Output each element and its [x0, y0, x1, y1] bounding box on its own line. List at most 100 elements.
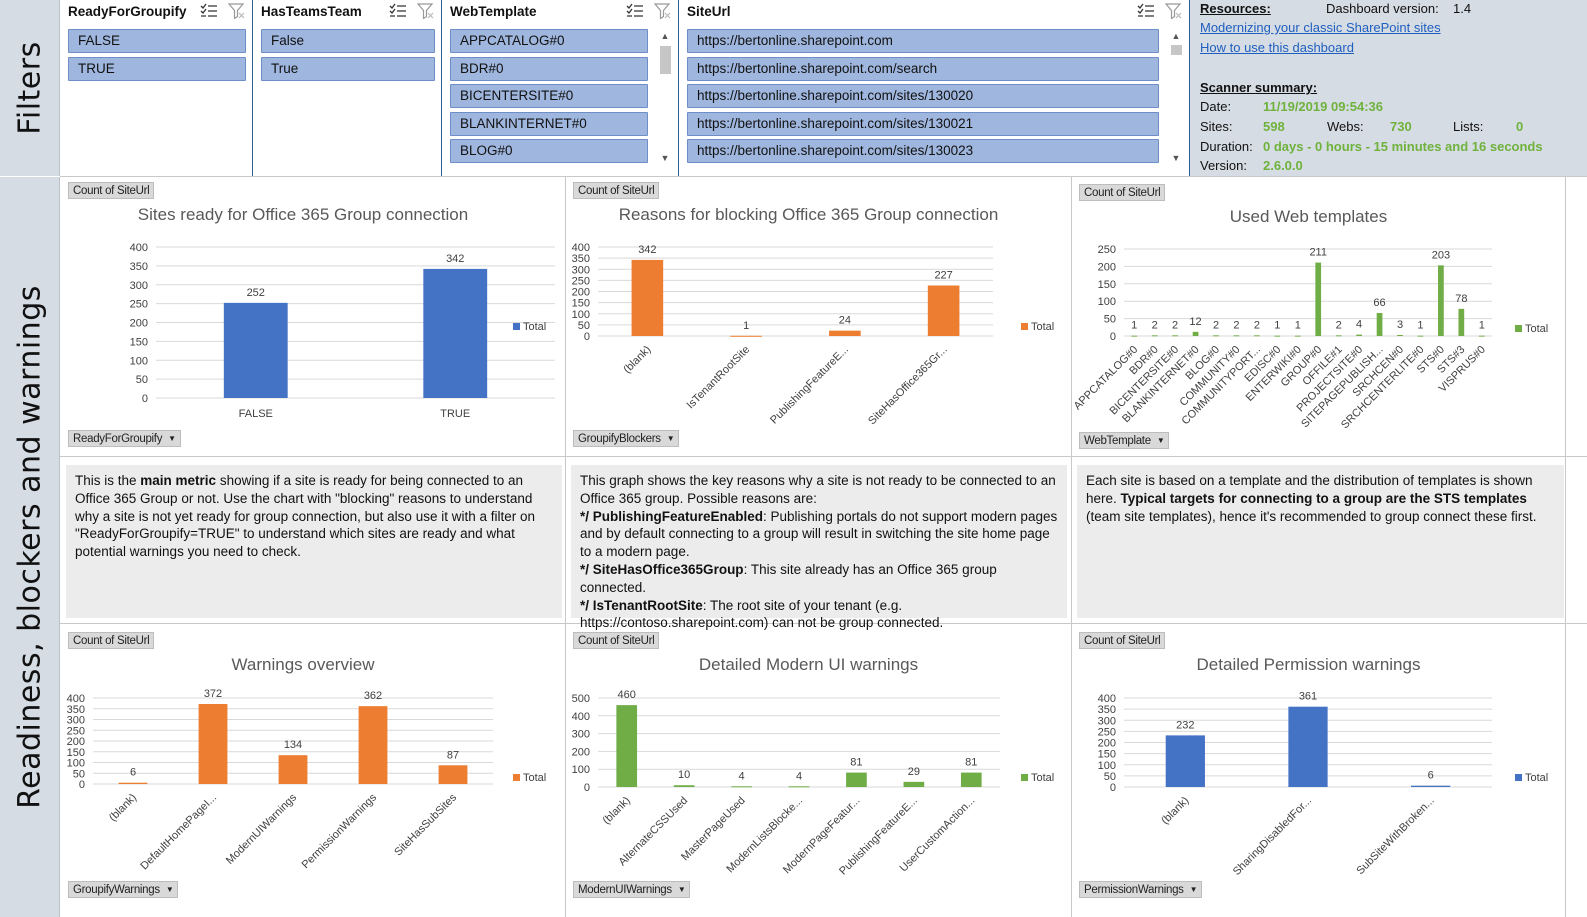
- scroll-down-icon[interactable]: ▼: [1171, 153, 1181, 163]
- chart-bar[interactable]: [1397, 334, 1403, 336]
- chart-bar[interactable]: [1274, 335, 1281, 337]
- multi-select-icon[interactable]: [1137, 3, 1155, 19]
- chart-bar[interactable]: [960, 772, 982, 787]
- chart-bar[interactable]: [1165, 735, 1205, 787]
- chart-bar[interactable]: [1411, 785, 1451, 787]
- clear-filter-icon[interactable]: [1165, 3, 1183, 19]
- slicer-item[interactable]: BLOG#0: [450, 139, 648, 163]
- slicer-item[interactable]: https://bertonline.sharepoint.com: [687, 29, 1159, 53]
- slicer-item[interactable]: BICENTERSITE#0: [450, 84, 648, 108]
- slicer-item[interactable]: https://bertonline.sharepoint.com/sites/…: [687, 111, 1159, 136]
- chart-bar[interactable]: [673, 785, 695, 787]
- chart-bar[interactable]: [118, 782, 148, 784]
- chart-bar[interactable]: [903, 781, 925, 787]
- clear-filter-icon[interactable]: [417, 3, 435, 19]
- chart-bar[interactable]: [423, 268, 488, 398]
- dropdown-arrow-icon[interactable]: ▼: [677, 885, 686, 894]
- data-label: 211: [1309, 247, 1327, 259]
- chart-bar[interactable]: [1417, 335, 1424, 337]
- chart-bar[interactable]: [358, 706, 388, 784]
- clear-filter-icon[interactable]: [654, 3, 672, 19]
- scroll-down-icon[interactable]: ▼: [660, 153, 670, 163]
- y-tick-label: 300: [572, 729, 590, 741]
- chart-bar[interactable]: [1356, 334, 1362, 336]
- how-to-use-link[interactable]: How to use this dashboard: [1200, 40, 1354, 55]
- value-field-button[interactable]: Count of SiteUrl: [68, 632, 155, 649]
- slicer-item[interactable]: TRUE: [68, 56, 246, 81]
- slicer-item[interactable]: False: [261, 29, 435, 53]
- value-field-button[interactable]: Count of SiteUrl: [573, 632, 660, 649]
- chart-bar[interactable]: [198, 704, 228, 784]
- chart-bar[interactable]: [1458, 308, 1465, 336]
- chart-bar[interactable]: [223, 302, 288, 398]
- value-field-button[interactable]: Count of SiteUrl: [573, 182, 660, 199]
- multi-select-icon[interactable]: [389, 3, 407, 19]
- value-field-button[interactable]: Count of SiteUrl: [1079, 632, 1166, 649]
- slicer-item[interactable]: True: [261, 56, 435, 81]
- chart-bar[interactable]: [1151, 335, 1158, 337]
- scroll-up-icon[interactable]: ▲: [1171, 31, 1181, 41]
- axis-field-button[interactable]: GroupifyWarnings ▼: [68, 881, 179, 898]
- modernizing-link[interactable]: Modernizing your classic SharePoint site…: [1200, 20, 1441, 35]
- axis-field-label: ModernUIWarnings: [578, 884, 672, 896]
- dropdown-arrow-icon[interactable]: ▼: [666, 434, 675, 443]
- chart-bar[interactable]: [846, 772, 867, 787]
- data-label: 362: [364, 690, 382, 702]
- dropdown-arrow-icon[interactable]: ▼: [165, 885, 174, 894]
- slicer-scrollbar[interactable]: ▲ ▼: [1169, 30, 1183, 168]
- y-tick-label: 100: [572, 764, 590, 776]
- chart-bar[interactable]: [731, 786, 752, 788]
- y-tick-label: 300: [572, 264, 590, 276]
- slicer-item[interactable]: BLANKINTERNET#0: [450, 111, 648, 136]
- dropdown-arrow-icon[interactable]: ▼: [1189, 885, 1198, 894]
- chart-bar[interactable]: [788, 786, 810, 788]
- chart-bar[interactable]: [1131, 335, 1138, 337]
- chart-bar[interactable]: [1233, 335, 1240, 337]
- chart-bar[interactable]: [631, 259, 664, 336]
- chart-bar[interactable]: [927, 285, 960, 336]
- blocker-key: */ IsTenantRootSite: [580, 597, 703, 613]
- scroll-thumb[interactable]: [660, 46, 671, 74]
- chart-bar[interactable]: [1192, 331, 1199, 336]
- multi-select-icon[interactable]: [200, 3, 218, 19]
- axis-field-button[interactable]: ReadyForGroupify ▼: [68, 430, 181, 447]
- slicer-item[interactable]: https://bertonline.sharepoint.com/sites/…: [687, 139, 1159, 163]
- chart-bar[interactable]: [278, 755, 308, 784]
- value-field-button[interactable]: Count of SiteUrl: [1079, 184, 1166, 201]
- chart-bar[interactable]: [1294, 335, 1301, 337]
- dropdown-arrow-icon[interactable]: ▼: [168, 434, 176, 443]
- multi-select-icon[interactable]: [626, 3, 644, 19]
- slicer-header: HasTeamsTeam: [254, 0, 441, 24]
- chart-bar[interactable]: [1213, 335, 1219, 337]
- chart-bar[interactable]: [1254, 335, 1260, 337]
- chart-bar[interactable]: [730, 335, 762, 337]
- chart-bar[interactable]: [1438, 265, 1444, 336]
- slicer-item[interactable]: FALSE: [68, 29, 246, 53]
- chart-bar[interactable]: [438, 765, 468, 784]
- axis-field-button[interactable]: WebTemplate ▼: [1079, 432, 1170, 449]
- scroll-thumb[interactable]: [1171, 45, 1182, 55]
- value-field-button[interactable]: Count of SiteUrl: [68, 182, 155, 199]
- data-label: 342: [446, 253, 464, 265]
- chart-bar[interactable]: [1376, 313, 1383, 336]
- chart-bar[interactable]: [1315, 262, 1322, 336]
- axis-field-button[interactable]: GroupifyBlockers ▼: [573, 430, 680, 447]
- axis-field-button[interactable]: ModernUIWarnings ▼: [573, 881, 691, 898]
- chart-bar[interactable]: [1335, 335, 1342, 337]
- chart-bar[interactable]: [616, 705, 638, 787]
- dropdown-arrow-icon[interactable]: ▼: [1156, 436, 1165, 445]
- slicer-item[interactable]: APPCATALOG#0: [450, 29, 648, 53]
- axis-field-button[interactable]: PermissionWarnings ▼: [1079, 881, 1203, 898]
- chart-panel: Warnings overview 0 50 100 150 200 250 300 350 40…: [61, 624, 565, 917]
- slicer-item[interactable]: https://bertonline.sharepoint.com/search: [687, 56, 1159, 81]
- scroll-up-icon[interactable]: ▲: [660, 31, 670, 41]
- slicer-scrollbar[interactable]: ▲ ▼: [658, 30, 672, 168]
- slicer-item[interactable]: https://bertonline.sharepoint.com/sites/…: [687, 84, 1159, 108]
- clear-filter-icon[interactable]: [228, 3, 246, 19]
- chart-bar[interactable]: [1288, 706, 1328, 787]
- chart-bar[interactable]: [1478, 335, 1485, 337]
- slicer-item[interactable]: BDR#0: [450, 56, 648, 81]
- chart-bar[interactable]: [829, 330, 861, 336]
- chart-bar[interactable]: [1172, 335, 1178, 337]
- blocker-text: : Publishing portals do not support mode…: [580, 508, 1058, 560]
